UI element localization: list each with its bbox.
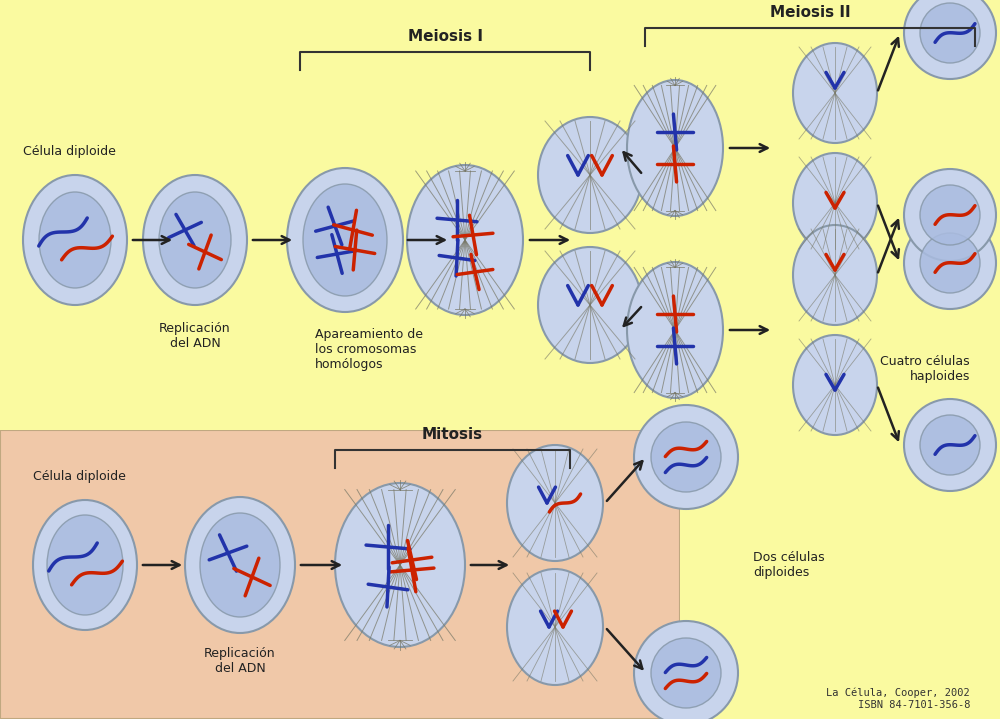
FancyBboxPatch shape bbox=[680, 430, 1000, 719]
Ellipse shape bbox=[538, 247, 642, 363]
Text: Meiosis II: Meiosis II bbox=[770, 5, 850, 20]
Ellipse shape bbox=[143, 175, 247, 305]
Ellipse shape bbox=[793, 335, 877, 435]
Ellipse shape bbox=[507, 445, 603, 561]
Ellipse shape bbox=[634, 621, 738, 719]
Ellipse shape bbox=[185, 497, 295, 633]
Ellipse shape bbox=[47, 515, 123, 615]
Ellipse shape bbox=[904, 399, 996, 491]
Ellipse shape bbox=[793, 225, 877, 325]
Ellipse shape bbox=[39, 192, 111, 288]
Ellipse shape bbox=[23, 175, 127, 305]
FancyBboxPatch shape bbox=[0, 430, 680, 719]
Ellipse shape bbox=[793, 153, 877, 253]
Ellipse shape bbox=[904, 0, 996, 79]
Ellipse shape bbox=[200, 513, 280, 617]
Text: Cuatro células
haploides: Cuatro células haploides bbox=[880, 355, 970, 383]
Ellipse shape bbox=[651, 638, 721, 708]
Ellipse shape bbox=[303, 184, 387, 296]
Ellipse shape bbox=[920, 415, 980, 475]
Ellipse shape bbox=[538, 117, 642, 233]
Text: Célula diploide: Célula diploide bbox=[23, 145, 116, 158]
Ellipse shape bbox=[335, 483, 465, 647]
Text: Apareamiento de
los cromosomas
homólogos: Apareamiento de los cromosomas homólogos bbox=[315, 328, 423, 371]
Ellipse shape bbox=[634, 405, 738, 509]
Ellipse shape bbox=[920, 233, 980, 293]
Ellipse shape bbox=[507, 569, 603, 685]
Ellipse shape bbox=[793, 43, 877, 143]
Text: Dos células
diploides: Dos células diploides bbox=[753, 551, 825, 579]
Text: Replicación
del ADN: Replicación del ADN bbox=[204, 647, 276, 675]
Text: Replicación
del ADN: Replicación del ADN bbox=[159, 322, 231, 350]
Text: Célula diploide: Célula diploide bbox=[33, 470, 126, 483]
Ellipse shape bbox=[33, 500, 137, 630]
Ellipse shape bbox=[627, 262, 723, 398]
Ellipse shape bbox=[627, 80, 723, 216]
Ellipse shape bbox=[904, 169, 996, 261]
Ellipse shape bbox=[407, 165, 523, 315]
Ellipse shape bbox=[651, 422, 721, 492]
Text: Meiosis I: Meiosis I bbox=[408, 29, 482, 44]
Ellipse shape bbox=[920, 3, 980, 63]
Text: La Célula, Cooper, 2002
ISBN 84-7101-356-8: La Célula, Cooper, 2002 ISBN 84-7101-356… bbox=[826, 688, 970, 710]
FancyBboxPatch shape bbox=[0, 0, 1000, 430]
Ellipse shape bbox=[287, 168, 403, 312]
Ellipse shape bbox=[159, 192, 231, 288]
Text: Mitosis: Mitosis bbox=[422, 427, 483, 442]
Ellipse shape bbox=[904, 217, 996, 309]
Ellipse shape bbox=[920, 185, 980, 245]
